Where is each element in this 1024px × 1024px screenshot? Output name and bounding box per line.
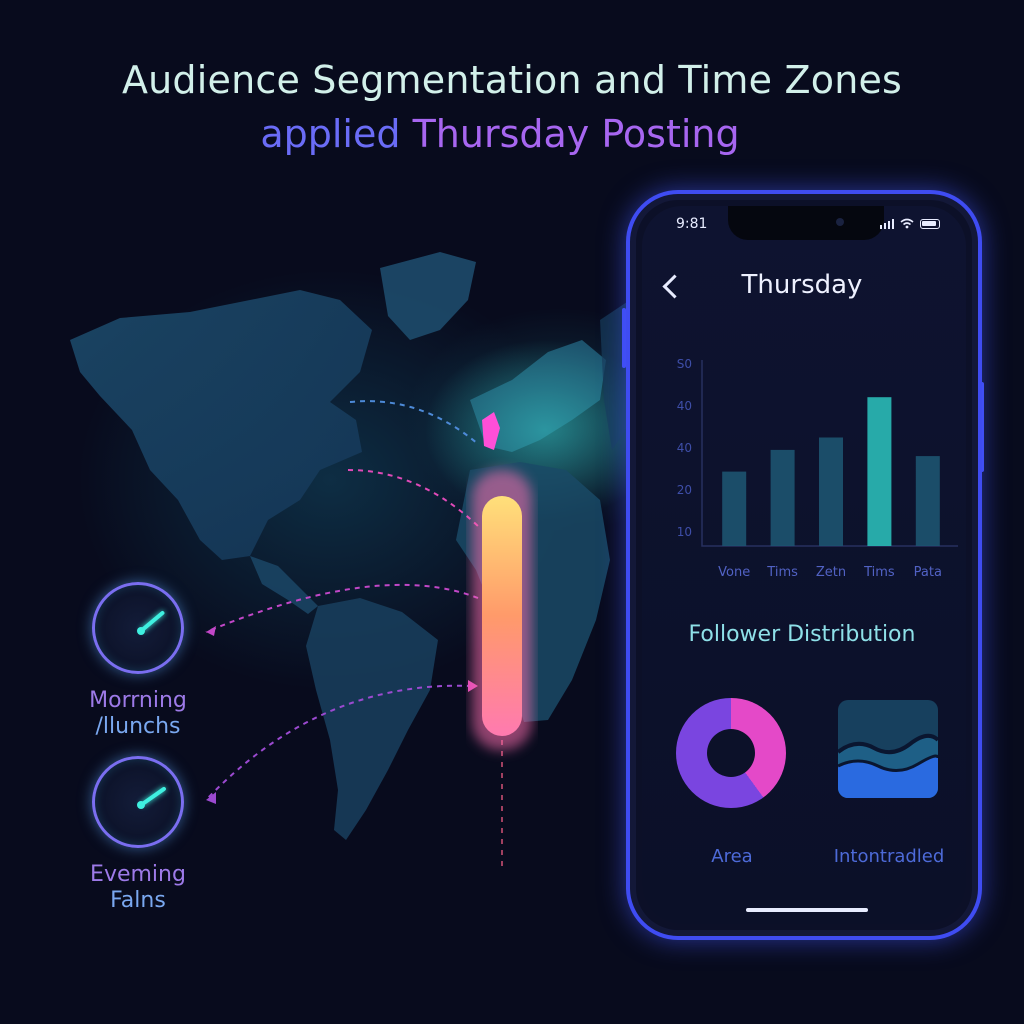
donut-chart[interactable] (676, 698, 786, 808)
y-tick-label: 40 (677, 399, 692, 413)
uk-highlight (482, 412, 500, 450)
connector-arc-north (349, 400, 479, 445)
evening-label-line2: Falns (110, 888, 166, 913)
x-tick-label: Zetn (816, 565, 846, 580)
phone-mockup: 9:81 Thursday 10 20 40 40 S0 Vone Tims Zetn Tims… (626, 190, 982, 940)
x-tick-label: Pata (914, 565, 942, 580)
connector-arc-2 (205, 583, 479, 633)
x-tick-label: Tims (863, 565, 895, 580)
main-title: Audience Segmentation and Time Zones (121, 58, 903, 102)
status-time: 9:81 (676, 216, 708, 232)
status-icons (880, 218, 940, 229)
greenland-shape (380, 252, 476, 340)
gauge-hub (137, 627, 145, 635)
x-tick-label: Vone (718, 565, 750, 580)
evening-gauge[interactable] (92, 756, 184, 848)
y-tick-label: 10 (677, 525, 692, 539)
wave-chart (838, 733, 938, 798)
subtitle-word-applied: applied (260, 112, 401, 156)
home-indicator (746, 908, 868, 912)
phone-notch (728, 206, 884, 240)
donut-label: Area (711, 846, 753, 867)
connector-arc-1 (347, 469, 481, 529)
evening-label-line1: Eveming (90, 862, 186, 887)
bar-chart: 10 20 40 40 S0 Vone Tims Zetn Tims Pata (677, 357, 958, 580)
phone-screen: 9:81 Thursday 10 20 40 40 S0 Vone Tims Zetn Tims… (642, 206, 966, 924)
bar[interactable] (867, 397, 892, 546)
wave-chart-card[interactable] (838, 700, 938, 798)
phone-volume-button (622, 308, 626, 368)
evening-label: Eveming Falns (68, 862, 208, 914)
follower-distribution-title: Follower Distribution (688, 622, 916, 647)
subtitle: applied Thursday Posting (0, 112, 1000, 156)
y-tick-label: 20 (677, 483, 692, 497)
north-america-shape (70, 290, 372, 560)
subtitle-thursday-posting: Thursday Posting (412, 112, 740, 156)
signal-icon (880, 219, 894, 229)
bar[interactable] (819, 437, 843, 547)
morning-label-line1: Morrning (89, 688, 187, 713)
x-tick-label: Tims (766, 565, 798, 580)
phone-power-button (980, 382, 984, 472)
bar[interactable] (722, 471, 747, 546)
bar[interactable] (770, 449, 795, 546)
y-tick-label: S0 (677, 357, 692, 371)
arrowhead-2 (206, 792, 216, 804)
arrowhead-1 (206, 626, 216, 636)
screen-title: Thursday (741, 270, 863, 300)
bar[interactable] (915, 456, 940, 546)
y-tick-label: 40 (677, 441, 692, 455)
time-zone-marker[interactable] (482, 496, 522, 736)
morning-label-line2: /llunchs (95, 714, 181, 739)
morning-label: Morrning /llunchs (68, 688, 208, 740)
morning-gauge[interactable] (92, 582, 184, 674)
central-america-shape (250, 556, 318, 614)
gauge-hub (137, 801, 145, 809)
wifi-icon (900, 218, 914, 229)
south-america-shape (306, 598, 438, 840)
wave-label: Intontradled (833, 846, 945, 867)
battery-icon (920, 219, 940, 229)
camera-icon (836, 218, 844, 226)
